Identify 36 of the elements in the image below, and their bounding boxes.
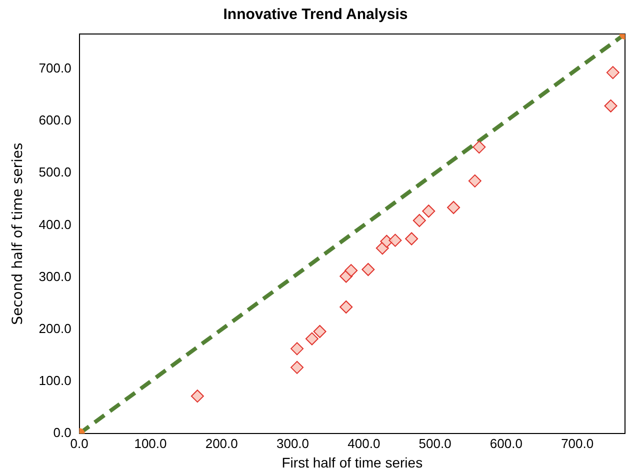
x-axis-title: First half of time series [282, 454, 423, 470]
point [606, 66, 620, 80]
x-tick-label: 700.0 [561, 436, 594, 451]
y-tick-label: 300.0 [38, 268, 72, 284]
point [604, 99, 618, 112]
x-tick-label: 500.0 [418, 436, 452, 451]
y-axis-title: Second half of time series [10, 142, 26, 325]
point [340, 300, 353, 314]
point [290, 360, 304, 374]
x-tick-label: 200.0 [205, 436, 238, 451]
point [412, 214, 426, 228]
point [447, 200, 460, 214]
point [422, 204, 436, 218]
point [388, 234, 402, 247]
chart-title: Innovative Trend Analysis [223, 6, 408, 24]
y-tick-label: 500.0 [38, 164, 72, 180]
x-tick-label: 0.0 [70, 436, 88, 451]
point [362, 262, 375, 276]
y-tick-label: 0.0 [53, 425, 72, 440]
point [472, 140, 486, 154]
x-tick-label: 300.0 [276, 436, 310, 451]
point [344, 264, 358, 278]
x-tick-label: 600.0 [490, 436, 522, 451]
point [405, 232, 418, 246]
point [468, 174, 482, 188]
y-tick-label: 600.0 [38, 112, 72, 128]
point [313, 324, 326, 338]
point [305, 332, 318, 346]
x-tick-label: 100.0 [134, 436, 167, 451]
y-tick-label: 200.0 [38, 320, 72, 336]
y-tick-label: 400.0 [38, 216, 72, 232]
y-tick-label: 100.0 [38, 373, 72, 388]
point [290, 342, 304, 356]
point [190, 390, 204, 403]
x-tick-label: 400.0 [348, 436, 380, 451]
y-tick-label: 700.0 [38, 60, 72, 76]
